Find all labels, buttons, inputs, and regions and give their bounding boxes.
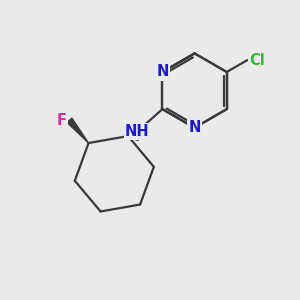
Text: N: N bbox=[188, 120, 201, 135]
Text: Cl: Cl bbox=[249, 52, 265, 68]
Polygon shape bbox=[67, 118, 88, 143]
Text: F: F bbox=[57, 113, 67, 128]
Text: N: N bbox=[156, 64, 169, 80]
Text: NH: NH bbox=[125, 124, 149, 139]
